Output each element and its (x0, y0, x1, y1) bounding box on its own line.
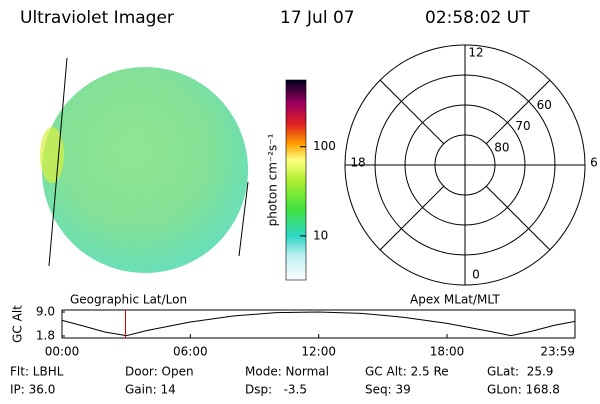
status-field: GLon: 168.8 (487, 383, 560, 397)
title: Ultraviolet Imager (20, 8, 174, 28)
bright-patch (40, 127, 64, 183)
colorbar (285, 79, 307, 281)
colorbar-tick-label: 100 (313, 139, 336, 153)
colorbar-label: photon cm⁻²s⁻¹ (266, 133, 280, 226)
status-field: Dsp: -3.5 (245, 383, 307, 397)
lat-label: 80 (494, 140, 509, 154)
status-field: GC Alt: 2.5 Re (365, 365, 449, 379)
polar-spoke (485, 185, 551, 251)
time: 02:58:02 UT (425, 8, 530, 28)
status-field: Door: Open (125, 365, 194, 379)
status-field: Gain: 14 (125, 383, 176, 397)
projection-label: Geographic Lat/Lon (70, 293, 187, 307)
altitude-frame (61, 309, 576, 339)
mlt-label: 0 (472, 268, 480, 282)
lat-label: 60 (537, 98, 552, 112)
colorbar-tick-label: 10 (313, 228, 328, 242)
projection-label: Apex MLat/MLT (410, 293, 500, 307)
mlt-label: 6 (590, 156, 598, 170)
lat-label: 70 (515, 119, 530, 133)
polar-spoke (379, 79, 445, 145)
limb-line (238, 181, 249, 257)
status-field: IP: 36.0 (10, 383, 55, 397)
limb-line (48, 57, 68, 267)
x-tick-label: 23:59 (540, 345, 575, 359)
altitude-curve (61, 311, 576, 337)
x-tick-label: 06:00 (173, 345, 208, 359)
x-tick-label: 12:00 (301, 345, 336, 359)
status-field: Flt: LBHL (10, 365, 64, 379)
polar-spoke (379, 185, 445, 251)
date: 17 Jul 07 (280, 8, 355, 28)
status-field: Mode: Normal (245, 365, 329, 379)
x-tick-label: 18:00 (430, 345, 465, 359)
mlt-label: 12 (468, 46, 483, 60)
uv-image (42, 67, 248, 273)
y-tick-label: 9.0 (36, 305, 55, 319)
x-tick-label: 00:00 (45, 345, 80, 359)
status-field: Seq: 39 (365, 383, 411, 397)
mlt-label: 18 (350, 156, 365, 170)
polar-spoke (485, 79, 551, 145)
altitude-label: GC Alt (11, 305, 25, 343)
y-tick-label: 1.8 (36, 329, 55, 343)
status-field: GLat: 25.9 (487, 365, 553, 379)
